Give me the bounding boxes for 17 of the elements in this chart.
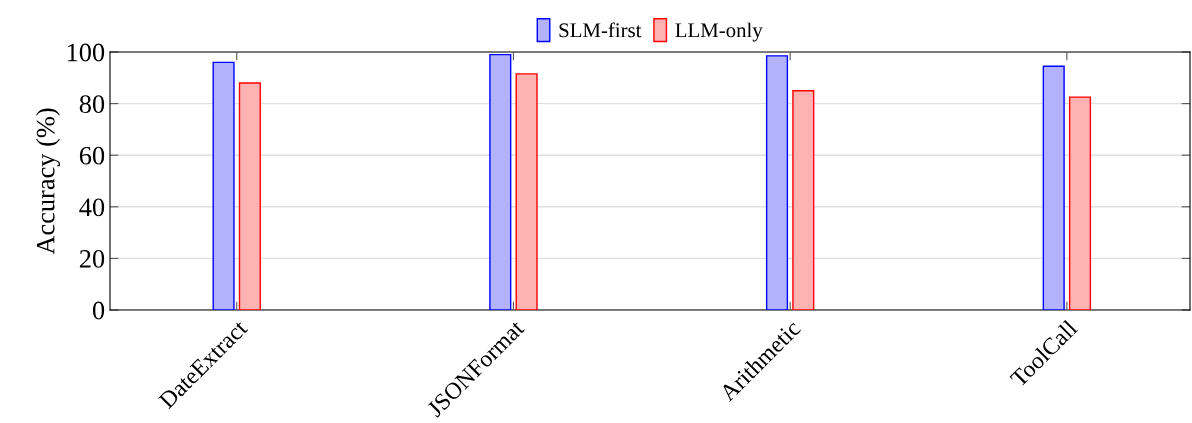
bar (1068, 96, 1092, 310)
bar (792, 90, 815, 310)
bar (212, 61, 235, 310)
bar (489, 53, 512, 310)
bar (515, 73, 538, 310)
y-tick-label: 0 (92, 301, 105, 320)
y-axis-title: Accuracy (%) (35, 108, 60, 255)
y-tick-label: 100 (67, 43, 105, 62)
y-tick-label: 80 (79, 95, 105, 114)
y-tick-label: 60 (79, 146, 105, 165)
bar (1042, 65, 1065, 310)
legend-label: SLM-first (559, 22, 642, 38)
y-tick-label: 40 (79, 198, 105, 217)
bar (765, 55, 789, 310)
y-tick-label: 20 (79, 250, 105, 268)
legend-label: LLM-only (675, 22, 763, 42)
bar (238, 82, 261, 310)
